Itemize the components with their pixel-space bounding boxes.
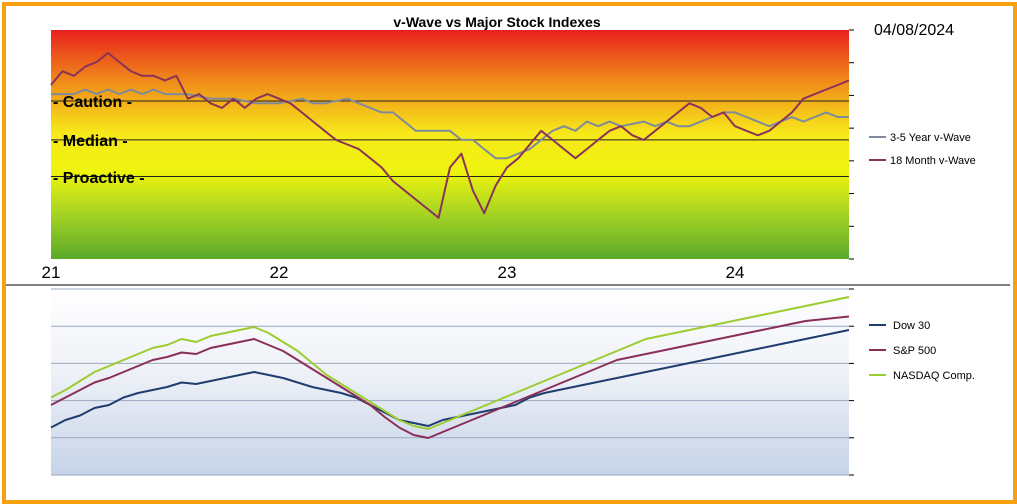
v-wave-series <box>50 51 850 219</box>
legend-label: 3-5 Year v-Wave <box>890 132 971 144</box>
series-line-dow-30 <box>50 329 850 429</box>
series-line-s-and-p-500 <box>50 315 850 439</box>
indexes-plot-area <box>51 289 849 475</box>
v-wave-panel: - Caution - - Median - - Proactive - v-Wav… <box>42 14 976 282</box>
series-line-18-month-v-wave <box>50 51 850 219</box>
legend-label: S&P 500 <box>893 345 936 357</box>
chart-title: v-Wave vs Major Stock Indexes <box>393 14 600 30</box>
indexes-gridlines <box>51 288 854 476</box>
x-tick-label: 24 <box>726 263 745 282</box>
series-line-3-5-year-v-wave <box>51 88 849 160</box>
x-tick-label: 21 <box>42 263 61 282</box>
zone-label: - Caution - <box>53 94 132 111</box>
indexes-panel: Dow 30 S&P 500 NASDAQ Comp. <box>50 288 975 476</box>
legend-label: NASDAQ Comp. <box>893 370 975 382</box>
zone-lines: - Caution - - Median - - Proactive - <box>51 94 849 187</box>
x-tick-label: 22 <box>270 263 289 282</box>
legend-label: 18 Month v-Wave <box>890 155 976 167</box>
indexes-legend: Dow 30 S&P 500 NASDAQ Comp. <box>869 320 975 382</box>
indexes-series <box>50 296 850 439</box>
series-line-nasdaq-comp <box>50 296 850 430</box>
date-stamp: 04/08/2024 <box>874 22 954 39</box>
v-wave-y-ticks <box>849 29 854 260</box>
x-axis-labels: 21 22 23 24 <box>42 263 745 282</box>
zone-label: - Proactive - <box>53 170 145 187</box>
v-wave-plot-area <box>51 30 849 259</box>
legend-label: Dow 30 <box>893 320 930 332</box>
x-tick-label: 23 <box>498 263 517 282</box>
v-wave-legend: 3-5 Year v-Wave 18 Month v-Wave <box>869 132 976 167</box>
zone-label: - Median - <box>53 133 128 150</box>
